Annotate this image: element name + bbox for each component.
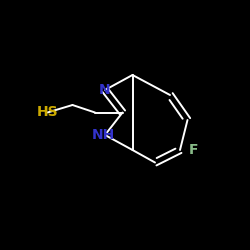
Text: HS: HS [37, 106, 58, 120]
Text: NH: NH [92, 128, 116, 142]
Text: N: N [99, 83, 111, 97]
Text: F: F [189, 143, 198, 157]
